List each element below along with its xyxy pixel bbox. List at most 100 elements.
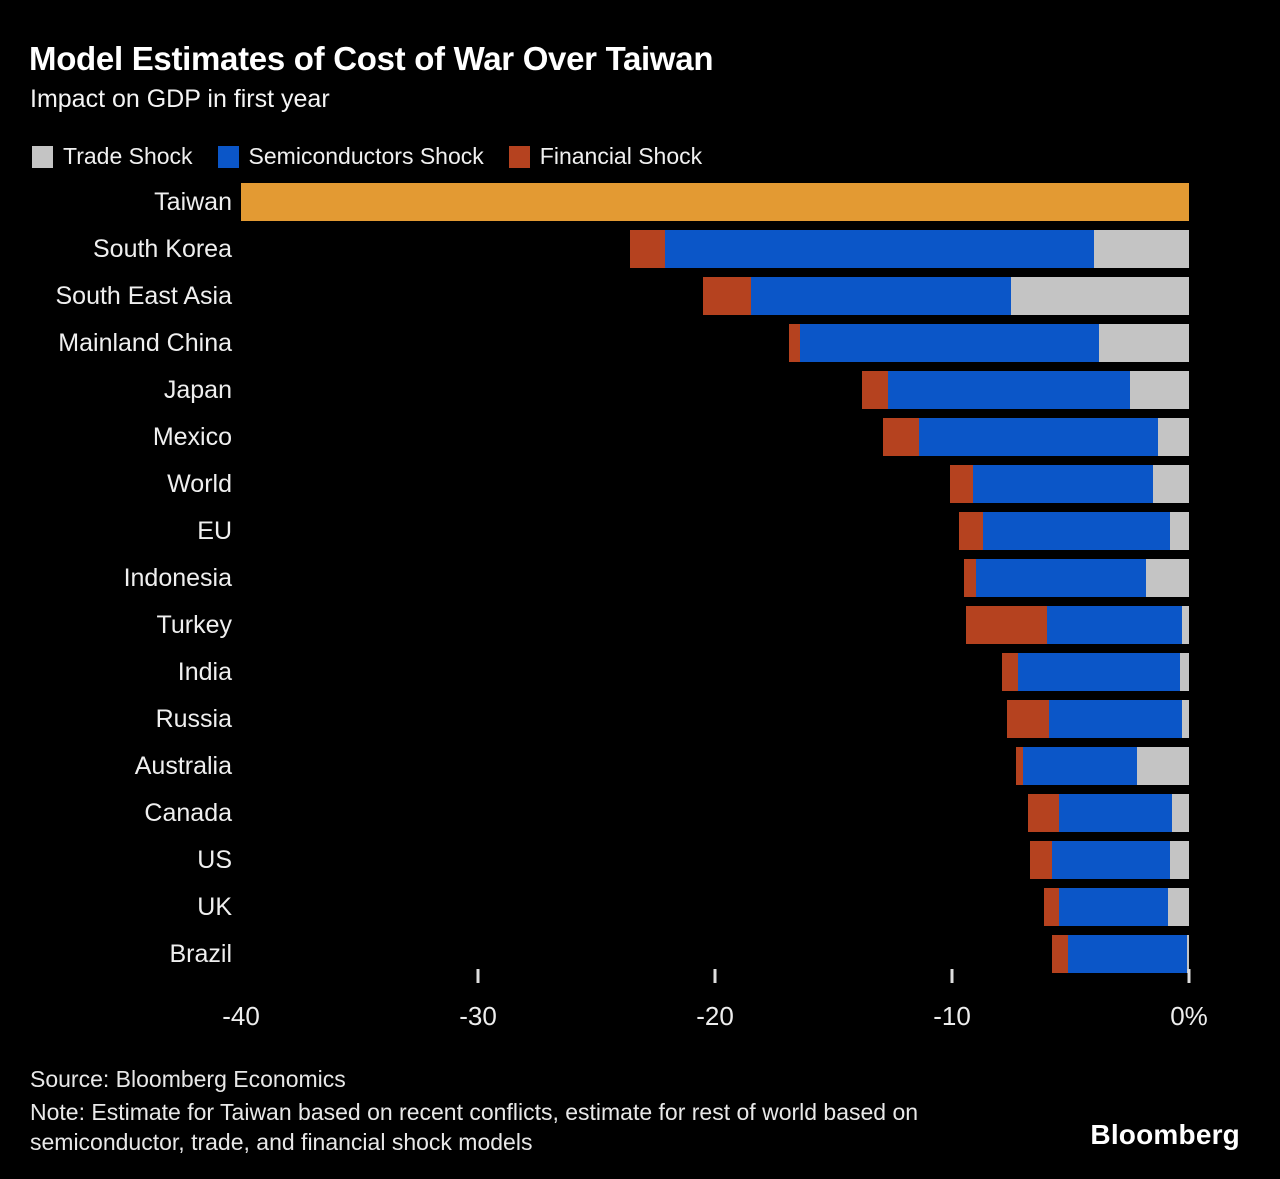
axis-tick-mark [713, 969, 717, 983]
bar-segment-trade [1170, 512, 1189, 550]
stacked-bar [241, 606, 1189, 644]
row-bar-area [241, 320, 1189, 367]
row-label: Mexico [152, 423, 232, 451]
stacked-bar [241, 747, 1189, 785]
row-bar-area [241, 273, 1189, 320]
stacked-bar [241, 794, 1189, 832]
bar-segment-financial [949, 465, 974, 503]
stacked-bar [241, 559, 1189, 597]
bar-segment-semiconductors [1068, 935, 1187, 973]
page-subtitle: Impact on GDP in first year [30, 85, 330, 113]
chart-row-australia: Australia [0, 743, 1189, 790]
note-text: Note: Estimate for Taiwan based on recen… [30, 1099, 919, 1155]
bloomberg-logo: Bloomberg [1090, 1119, 1240, 1150]
axis-tick-label: -20 [696, 1001, 734, 1031]
axis-tick-label: 0% [1170, 1001, 1208, 1031]
bar-segment-trade [1181, 700, 1189, 738]
bar-segment-semiconductors [1058, 794, 1173, 832]
axis-tick-mark [476, 969, 480, 983]
row-label: EU [197, 517, 232, 545]
bar-segment-semiconductors [1058, 888, 1168, 926]
bar-segment-semiconductors [973, 465, 1154, 503]
legend-label: Trade Shock [63, 143, 193, 169]
row-bar-area [241, 790, 1189, 837]
bar-segment-financial [861, 371, 889, 409]
chart-row-indonesia: Indonesia [0, 555, 1189, 602]
chart-row-us: US [0, 837, 1189, 884]
legend-label: Semiconductors Shock [248, 143, 484, 169]
bar-segment-financial [629, 230, 666, 268]
row-bar-area [241, 649, 1189, 696]
bar-segment-semiconductors [888, 371, 1130, 409]
legend-label: Financial Shock [539, 143, 703, 169]
legend-item-trade-shock: Trade Shock [32, 143, 193, 170]
bar-segment-trade [1186, 935, 1189, 973]
bar-segment-trade [1146, 559, 1189, 597]
bar-segment-trade [1153, 465, 1189, 503]
stacked-bar [241, 700, 1189, 738]
row-bar-area [241, 508, 1189, 555]
chart-row-eu: EU [0, 508, 1189, 555]
row-label: Taiwan [154, 188, 232, 216]
row-bar-area [241, 743, 1189, 790]
bar-segment-trade [1129, 371, 1189, 409]
chart-row-turkey: Turkey [0, 602, 1189, 649]
legend-item-financial-shock: Financial Shock [508, 143, 703, 170]
row-label: Indonesia [123, 564, 232, 592]
row-label: India [177, 658, 232, 686]
bar-segment-semiconductors [918, 418, 1159, 456]
bar-segment-semiconductors [1046, 606, 1182, 644]
x-axis-labels: -40 -30 -20 -10 0% [222, 1001, 1208, 1037]
row-bar-area [241, 837, 1189, 884]
row-label: South Korea [93, 235, 232, 263]
stacked-bar [241, 653, 1189, 691]
row-label: Mainland China [58, 329, 232, 357]
row-label: Japan [163, 376, 232, 404]
bar-segment-semiconductors [1018, 653, 1180, 691]
row-label: Australia [134, 752, 232, 780]
chart-row-brazil: Brazil [0, 931, 1189, 978]
row-bar-area [241, 461, 1189, 508]
bar-segment-financial [703, 277, 751, 315]
chart-row-mainland-china: Mainland China [0, 320, 1189, 367]
chart-legend: Trade Shock Semiconductors Shock Financial… [32, 143, 702, 170]
axis-tick-label: -30 [459, 1001, 497, 1031]
bar-segment-semiconductors [1023, 747, 1137, 785]
stacked-bar [241, 841, 1189, 879]
stacked-bar [241, 512, 1189, 550]
bar-segment-financial [963, 559, 976, 597]
bar-segment-trade [1136, 747, 1189, 785]
x-axis-ticks [241, 969, 1191, 983]
chart-row-taiwan: Taiwan [0, 179, 1189, 226]
row-label: Canada [144, 799, 232, 827]
chart-row-india: India [0, 649, 1189, 696]
bar-segment-semiconductors [1049, 700, 1182, 738]
bar-segment-semiconductors [982, 512, 1171, 550]
chart-row-mexico: Mexico [0, 414, 1189, 461]
bar-segment-financial [1001, 653, 1019, 691]
bar-segment-trade [1170, 841, 1189, 879]
chart-row-world: World [0, 461, 1189, 508]
axis-tick-label: -10 [933, 1001, 971, 1031]
bar-segment-financial [788, 324, 801, 362]
bar-segment-financial [1016, 747, 1024, 785]
bar-segment-financial [1051, 935, 1069, 973]
bar-segment-financial [883, 418, 919, 456]
row-bar-area [241, 884, 1189, 931]
axis-tick-mark [1187, 969, 1191, 983]
bar-segment-semiconductors [800, 324, 1099, 362]
axis-tick-label: -40 [222, 1001, 260, 1031]
stacked-bar [241, 277, 1189, 315]
chart-row-south-korea: South Korea [0, 226, 1189, 273]
bar-segment-conflict-estimate [241, 183, 1189, 221]
bar-segment-financial [1044, 888, 1059, 926]
chart-row-japan: Japan [0, 367, 1189, 414]
bar-segment-trade [1158, 418, 1189, 456]
bar-segment-trade [1011, 277, 1189, 315]
bar-segment-trade [1179, 653, 1189, 691]
stacked-bar [241, 935, 1189, 973]
bar-segment-financial [959, 512, 983, 550]
legend-swatch-icon [32, 145, 53, 168]
row-label: World [167, 470, 232, 498]
row-label: UK [197, 893, 232, 921]
